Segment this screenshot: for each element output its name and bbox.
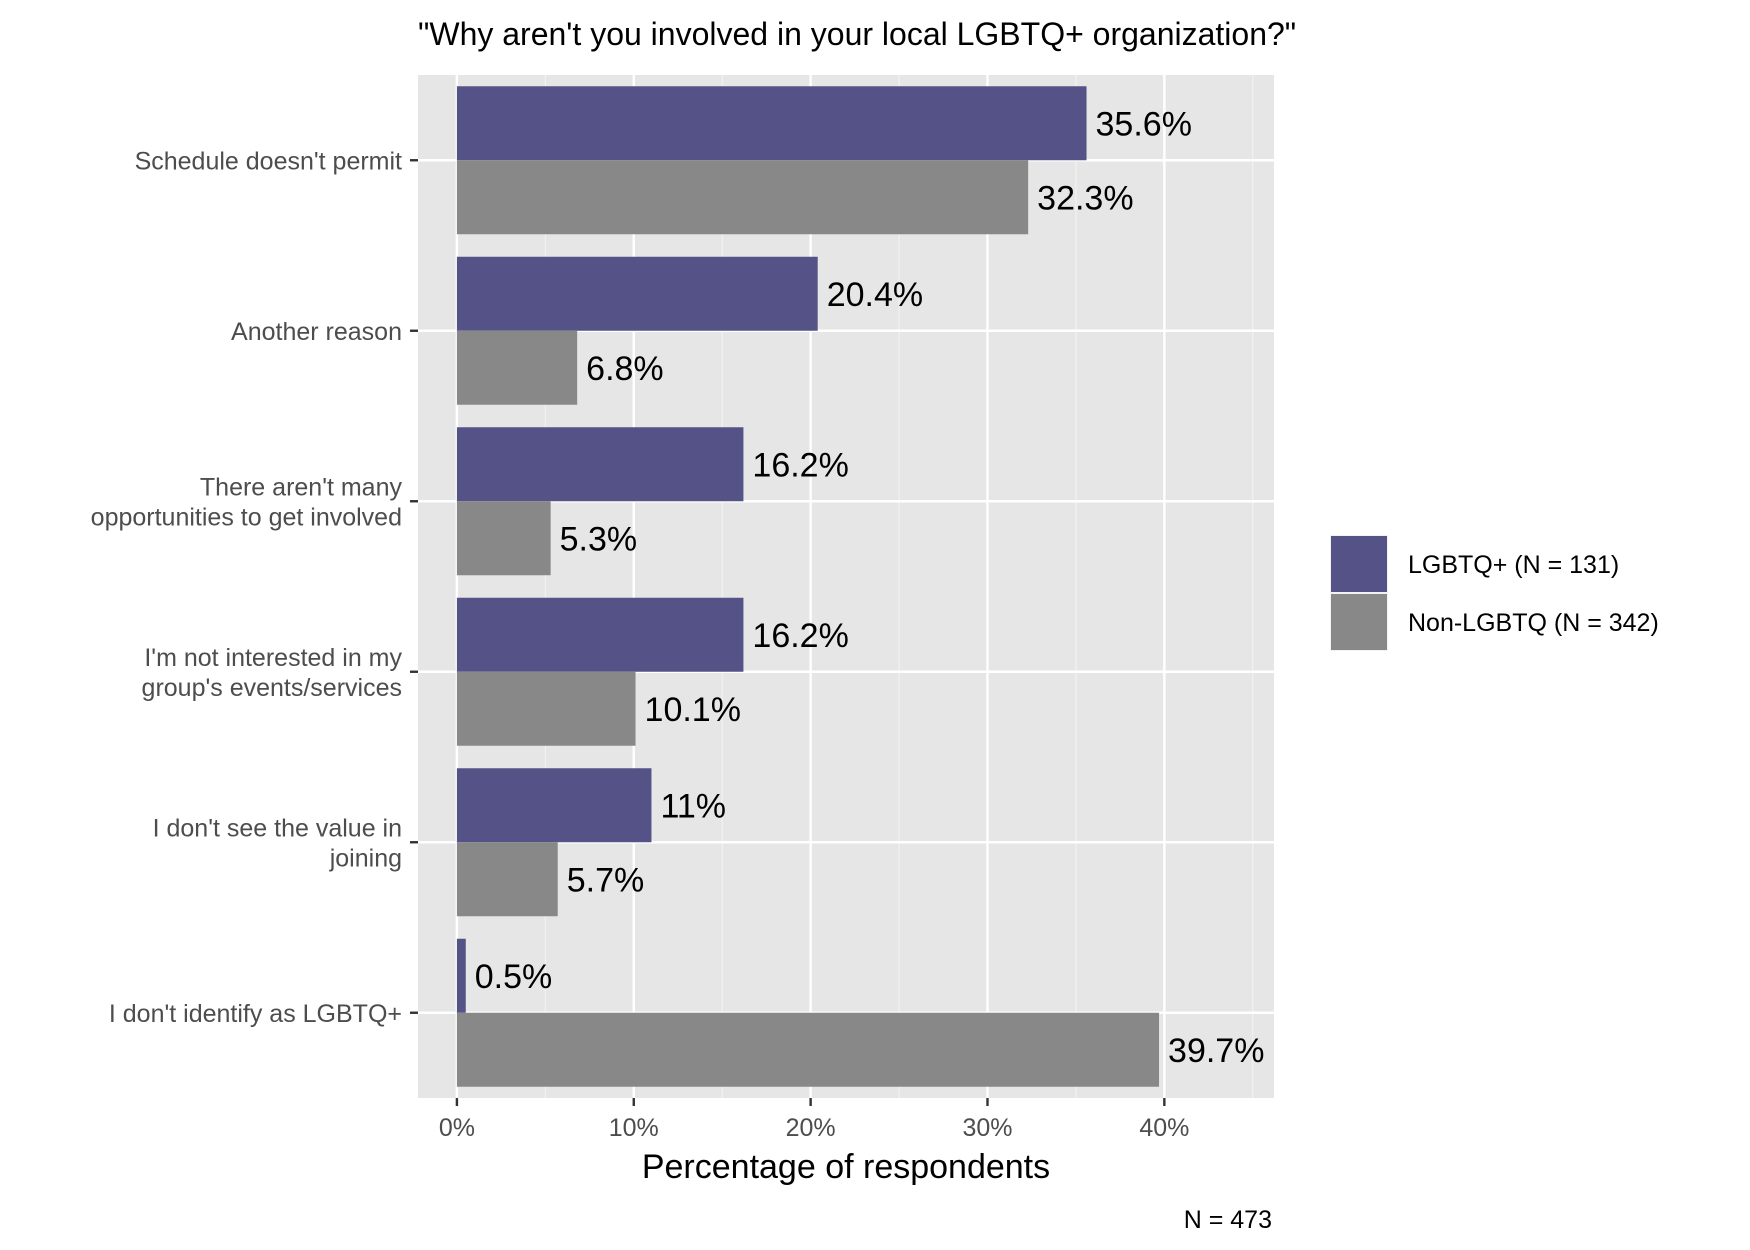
bar bbox=[456, 842, 558, 917]
bar-value-label: 16.2% bbox=[752, 617, 848, 655]
category-label: There aren't many bbox=[200, 473, 403, 501]
category-label: joining bbox=[329, 844, 402, 872]
bar bbox=[456, 330, 578, 405]
bar bbox=[456, 597, 744, 672]
x-axis: 0% 10% 20% 30% 40% bbox=[439, 1098, 1189, 1142]
bar bbox=[456, 768, 652, 843]
x-tick-label: 0% bbox=[439, 1114, 475, 1142]
category-label: Schedule doesn't permit bbox=[135, 147, 402, 175]
category-label: opportunities to get involved bbox=[91, 503, 402, 531]
bar bbox=[456, 427, 744, 502]
category-label: I'm not interested in my bbox=[144, 644, 402, 672]
bars bbox=[456, 86, 1160, 1087]
legend-label: LGBTQ+ (N = 131) bbox=[1408, 551, 1619, 579]
chart-title: "Why aren't you involved in your local L… bbox=[418, 16, 1296, 52]
bar bbox=[456, 501, 551, 576]
y-axis: Schedule doesn't permit Another reason The… bbox=[91, 147, 418, 1028]
x-tick-label: 20% bbox=[786, 1114, 836, 1142]
bar-value-label: 11% bbox=[660, 787, 726, 825]
bar bbox=[456, 938, 466, 1013]
x-tick-label: 10% bbox=[609, 1114, 659, 1142]
bar-value-label: 20.4% bbox=[827, 276, 923, 314]
bar bbox=[456, 1012, 1160, 1087]
legend: LGBTQ+ (N = 131) Non-LGBTQ (N = 342) bbox=[1330, 535, 1659, 651]
bar-value-label: 32.3% bbox=[1037, 179, 1133, 217]
minor-gridlines bbox=[544, 75, 1254, 1098]
caption: N = 473 bbox=[1184, 1206, 1272, 1234]
bar-value-label: 35.6% bbox=[1096, 105, 1192, 143]
category-label: I don't identify as LGBTQ+ bbox=[109, 1000, 402, 1028]
x-tick-label: 40% bbox=[1139, 1114, 1189, 1142]
bar-value-label: 6.8% bbox=[586, 350, 664, 388]
bar bbox=[456, 160, 1029, 235]
category-label: I don't see the value in bbox=[153, 814, 402, 842]
legend-swatch bbox=[1331, 536, 1387, 592]
legend-label: Non-LGBTQ (N = 342) bbox=[1408, 609, 1659, 637]
bar-value-label: 10.1% bbox=[645, 691, 741, 729]
plot-panel bbox=[418, 75, 1274, 1098]
bar bbox=[456, 671, 636, 746]
x-tick-label: 30% bbox=[962, 1114, 1012, 1142]
bar bbox=[456, 256, 818, 331]
bar-value-label: 5.3% bbox=[560, 520, 638, 558]
bar-value-label: 16.2% bbox=[752, 446, 848, 484]
x-axis-title: Percentage of respondents bbox=[642, 1148, 1050, 1186]
bar bbox=[456, 86, 1087, 161]
data-labels: 35.6% 32.3% 20.4% 6.8% 16.2% 5.3% 16.2% 10.1% 11… bbox=[475, 105, 1265, 1070]
bar-value-label: 39.7% bbox=[1168, 1032, 1264, 1070]
bar-value-label: 0.5% bbox=[475, 958, 553, 996]
legend-swatch bbox=[1331, 594, 1387, 650]
category-label: group's events/services bbox=[142, 674, 402, 702]
category-label: Another reason bbox=[231, 318, 402, 346]
bar-value-label: 5.7% bbox=[567, 861, 645, 899]
